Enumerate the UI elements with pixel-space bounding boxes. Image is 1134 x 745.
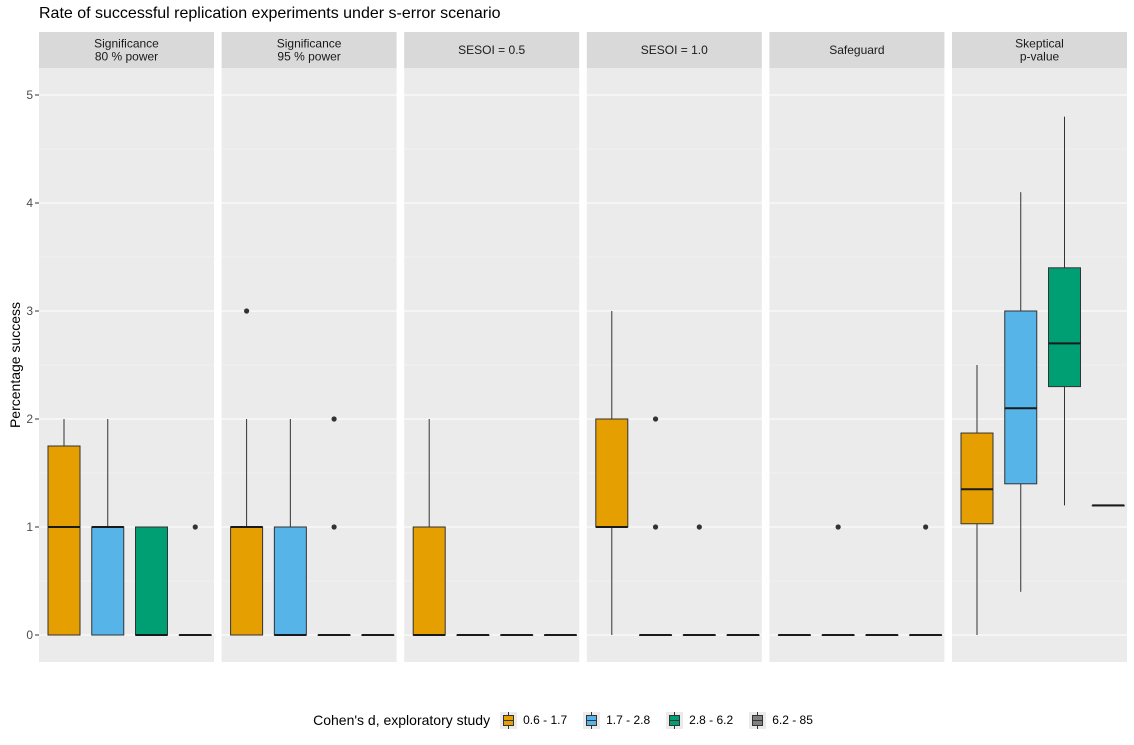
legend-key: [500, 711, 518, 729]
legend-title: Cohen's d, exploratory study: [313, 712, 491, 728]
facet-strip: [586, 32, 762, 68]
box-3: [317, 416, 351, 636]
box-3: [1048, 116, 1081, 506]
y-tick-label: 2: [26, 412, 33, 426]
facet-strip: [39, 32, 214, 68]
box-body: [135, 526, 168, 636]
facet-strip: [769, 32, 945, 68]
box-1: [595, 311, 629, 635]
box-4: [909, 524, 943, 636]
box-2: [639, 416, 673, 636]
box-body: [960, 432, 994, 525]
legend-label: 0.6 - 1.7: [523, 713, 568, 727]
legend-item: 2.8 - 6.2: [666, 711, 734, 729]
box-body: [47, 445, 81, 636]
legend: Cohen's d, exploratory study 0.6 - 1.7 1.…: [0, 707, 1134, 733]
facet-panel: SESOI = 0.5: [404, 32, 580, 662]
box-4: [543, 634, 577, 636]
facet-panel: Significance 95 % power: [221, 32, 397, 662]
y-tick-label: 3: [26, 304, 33, 318]
box-4: [1091, 504, 1125, 507]
y-tick-label: 5: [26, 88, 33, 102]
facet-strip: [404, 32, 580, 68]
legend-item: 6.2 - 85: [749, 711, 813, 729]
box-3: [682, 524, 716, 636]
box-1: [230, 308, 264, 636]
legend-key: [583, 711, 601, 729]
box-body: [230, 526, 264, 636]
facet-label: Skeptical p-value: [1015, 37, 1064, 64]
box-body: [412, 526, 446, 636]
legend-key: [666, 711, 684, 729]
legend-key: [749, 711, 767, 729]
box-body: [91, 526, 125, 636]
legend-label: 6.2 - 85: [772, 713, 813, 727]
box-1: [960, 365, 994, 635]
box-body: [595, 418, 629, 528]
legend-label: 2.8 - 6.2: [689, 713, 734, 727]
outlier-point: [331, 524, 337, 530]
outlier-point: [696, 524, 702, 530]
facet-label: Significance 80 % power: [94, 37, 159, 64]
outlier-point: [192, 524, 198, 530]
outlier-point: [331, 416, 337, 422]
box-1: [777, 634, 811, 636]
box-4: [726, 634, 760, 636]
outlier-point: [835, 524, 841, 530]
facet-label: SESOI = 1.0: [641, 43, 708, 57]
box-2: [1004, 192, 1038, 592]
box-2: [821, 524, 855, 636]
outlier-point: [923, 524, 929, 530]
box-4: [361, 634, 395, 636]
y-tick-label: 0: [26, 628, 33, 642]
box-body: [1048, 267, 1081, 388]
outlier-point: [652, 416, 659, 422]
facet-label: SESOI = 0.5: [458, 43, 525, 57]
box-3: [135, 526, 168, 636]
legend-label: 1.7 - 2.8: [606, 713, 651, 727]
facet-strip: [221, 32, 397, 68]
box-3: [865, 634, 899, 636]
box-3: [500, 634, 534, 636]
box-body: [1004, 310, 1038, 485]
outlier-point: [652, 524, 659, 530]
box-1: [412, 419, 446, 636]
box-body: [273, 526, 307, 636]
facet-panel: SESOI = 1.0: [586, 32, 762, 662]
boxplot-chart: Percentage success 0 1 2 3 4 5 Significance 80 %…: [7, 32, 1127, 662]
box-4: [178, 524, 212, 636]
box-1: [47, 419, 81, 636]
facet-label: Safeguard: [829, 43, 884, 57]
chart-title: Rate of successful replication experimen…: [39, 5, 501, 22]
y-axis-label: Percentage success: [7, 302, 23, 428]
box-2: [273, 419, 307, 636]
facet-panel: Skeptical p-value: [952, 32, 1127, 662]
box-2: [456, 634, 490, 636]
facet-label: Significance 95 % power: [277, 37, 342, 64]
y-tick-label: 4: [26, 196, 33, 210]
facet-panel: Significance 80 % power: [39, 32, 214, 662]
legend-item: 0.6 - 1.7: [500, 711, 568, 729]
facet-panel: Safeguard: [769, 32, 945, 662]
facet-strip: [952, 32, 1127, 68]
outlier-point: [244, 308, 250, 314]
legend-item: 1.7 - 2.8: [583, 711, 651, 729]
y-tick-label: 1: [26, 520, 33, 534]
box-2: [91, 419, 125, 636]
